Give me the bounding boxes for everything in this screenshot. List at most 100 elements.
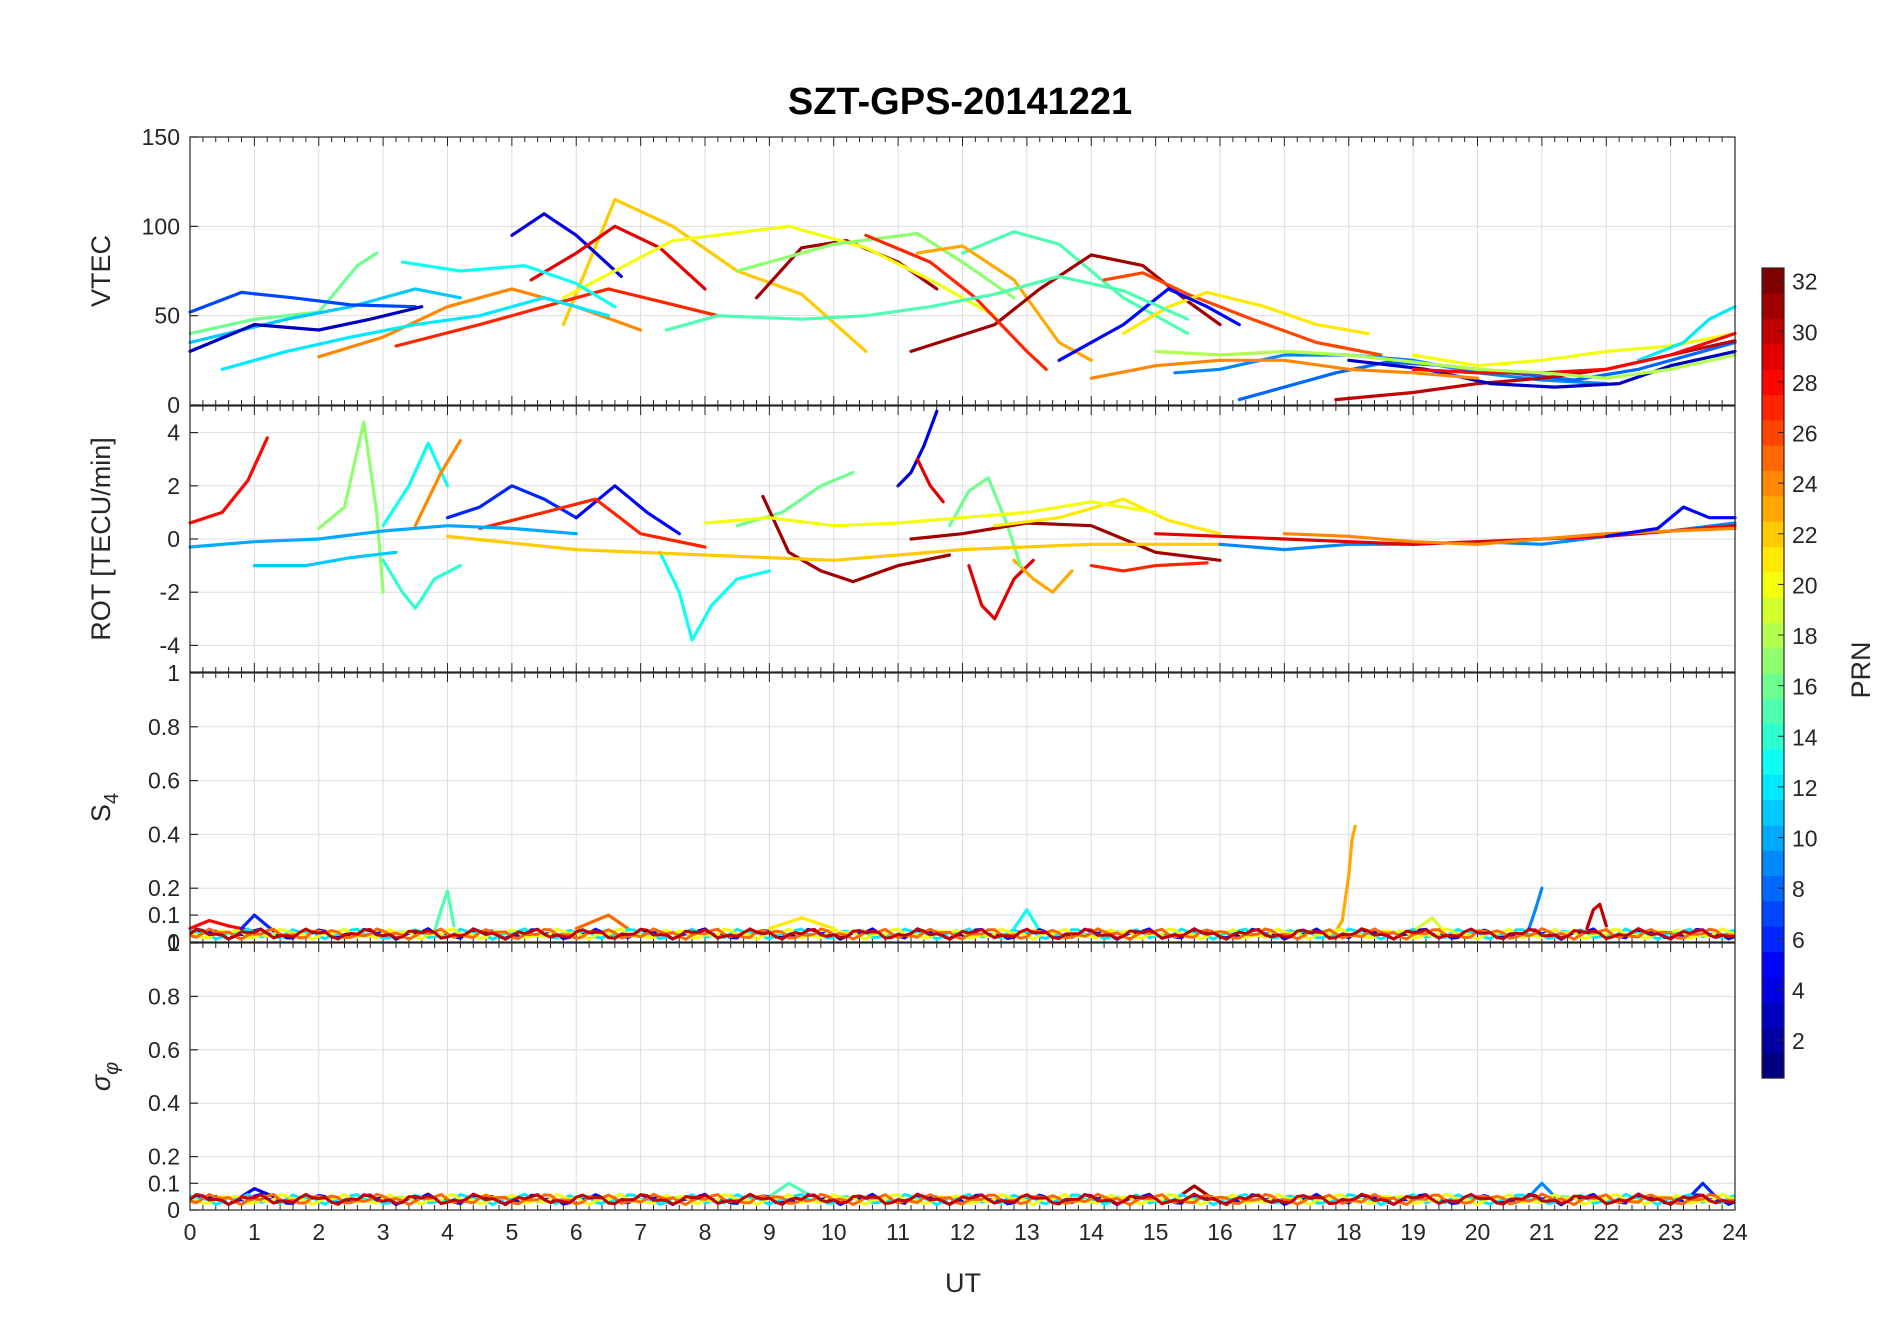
series-line-prn-26 <box>1102 271 1383 357</box>
x-tick-label: 3 <box>377 1219 390 1245</box>
y-tick-label: 0.2 <box>148 875 180 901</box>
x-tick-label: 12 <box>950 1219 976 1245</box>
series-line-prn-12 <box>1636 305 1737 362</box>
x-tick-label: 14 <box>1078 1219 1104 1245</box>
colorbar-swatch <box>1762 597 1784 623</box>
colorbar-tick-label: 20 <box>1792 572 1818 598</box>
colorbar-swatch <box>1762 824 1784 851</box>
colorbar-swatch <box>1762 521 1784 547</box>
colorbar-swatch <box>1762 369 1784 396</box>
series-line-prn-29 <box>915 457 945 504</box>
colorbar-tick-label: 6 <box>1792 927 1805 953</box>
x-tick-label: 10 <box>821 1219 847 1245</box>
series-line-prn-30 <box>1585 902 1608 931</box>
series-line-prn-28 <box>1411 331 1737 375</box>
series-line-prn-24 <box>413 439 462 528</box>
series-line-prn-17 <box>735 231 1016 300</box>
colorbar-swatch <box>1762 647 1784 674</box>
series-line-prn-15 <box>960 230 1190 336</box>
series-line-prn-12 <box>220 296 610 371</box>
baseline-noise-prn-30 <box>189 926 1736 942</box>
series-line-prn-21 <box>1121 290 1370 336</box>
series-line-prn-17 <box>317 420 385 594</box>
y-tick-label: 2 <box>167 473 180 499</box>
x-tick-label: 8 <box>699 1219 712 1245</box>
y-tick-label: -4 <box>160 632 181 658</box>
series-line-prn-23 <box>1012 558 1074 594</box>
colorbar-swatch <box>1762 673 1784 699</box>
panel-rot: -4 -2 0 2 4 ROT [TECU/min] <box>86 405 1737 673</box>
series-line-prn-6 <box>1688 1181 1718 1199</box>
colorbar-swatch <box>1762 951 1784 978</box>
colorbar-swatch <box>1762 470 1784 497</box>
series-line-prn-27 <box>394 287 720 348</box>
series-line-prn-9 <box>1527 886 1544 931</box>
y-tick-label: 1 <box>167 930 180 956</box>
colorbar-swatch <box>1762 1002 1784 1028</box>
colorbar-tick-label: 2 <box>1792 1028 1805 1054</box>
series-line-prn-13 <box>381 441 450 528</box>
series-line-prn-5 <box>1604 505 1737 538</box>
series-line-prn-23 <box>915 244 1093 362</box>
x-tick-label: 18 <box>1336 1219 1362 1245</box>
colorbar-tick-label: 4 <box>1792 977 1805 1003</box>
x-tick-label: 15 <box>1143 1219 1169 1245</box>
series-line-prn-13 <box>658 550 771 642</box>
y-axis-label: σφ <box>86 1062 123 1091</box>
y-tick-label: 0.1 <box>148 902 180 928</box>
series-line-prn-11 <box>188 287 462 345</box>
x-tick-label: 13 <box>1014 1219 1040 1245</box>
colorbar-swatch <box>1762 419 1784 446</box>
series-line-prn-25 <box>574 913 630 931</box>
colorbar-tick-label: 8 <box>1792 876 1805 902</box>
y-tick-label: 0.4 <box>148 1090 180 1116</box>
series-line-prn-27 <box>478 497 707 549</box>
x-tick-label: 16 <box>1207 1219 1233 1245</box>
colorbar-swatch <box>1762 318 1784 345</box>
series-line-prn-29 <box>967 558 1035 621</box>
chart-title: SZT-GPS-20141221 <box>788 81 1132 123</box>
x-tick-label: 24 <box>1722 1219 1748 1245</box>
colorbar-swatch <box>1762 622 1784 649</box>
series-line-prn-13 <box>400 260 617 309</box>
y-tick-label: 0.2 <box>148 1144 180 1170</box>
colorbar-tick-label: 30 <box>1792 319 1818 345</box>
colorbar-swatch <box>1762 268 1784 294</box>
series-line-prn-21 <box>767 916 836 931</box>
x-tick-label: 22 <box>1593 1219 1619 1245</box>
series-line-prn-15 <box>433 889 456 933</box>
axes-box <box>189 672 1736 943</box>
x-tick-label: 23 <box>1658 1219 1684 1245</box>
series-line-prn-24 <box>1282 526 1737 546</box>
colorbar-swatch <box>1762 799 1784 826</box>
series-line-prn-24 <box>1089 358 1480 380</box>
series-line-prn-20 <box>703 500 1158 528</box>
series-line-prn-6 <box>445 484 578 520</box>
colorbar-tick-label: 32 <box>1792 269 1818 295</box>
series-group <box>189 1181 1736 1207</box>
y-tick-label: 0 <box>167 392 180 418</box>
colorbar-tick-label: 12 <box>1792 775 1818 801</box>
series-line-prn-22 <box>445 534 1222 562</box>
series-line-prn-29 <box>529 224 707 291</box>
x-tick-label: 0 <box>184 1219 197 1245</box>
y-tick-label: 1 <box>167 660 180 686</box>
series-line-prn-27 <box>1089 561 1209 573</box>
y-tick-label: 0.8 <box>148 714 180 740</box>
series-line-prn-14 <box>381 558 462 610</box>
x-tick-label: 7 <box>634 1219 647 1245</box>
axes-box <box>189 136 1736 406</box>
colorbar-swatch <box>1762 343 1784 370</box>
y-tick-label: 0 <box>167 1197 180 1223</box>
colorbar-swatch <box>1762 394 1784 421</box>
x-tick-label: 17 <box>1272 1219 1298 1245</box>
colorbar-label: PRN <box>1846 641 1876 698</box>
x-tick-label: 2 <box>312 1219 325 1245</box>
baseline-noise-prn-30 <box>189 1192 1736 1207</box>
y-tick-label: 0.4 <box>148 821 180 847</box>
series-group <box>188 824 1736 942</box>
colorbar-swatch <box>1762 571 1784 598</box>
colorbar-swatch <box>1762 900 1784 927</box>
colorbar-swatch <box>1762 546 1784 573</box>
